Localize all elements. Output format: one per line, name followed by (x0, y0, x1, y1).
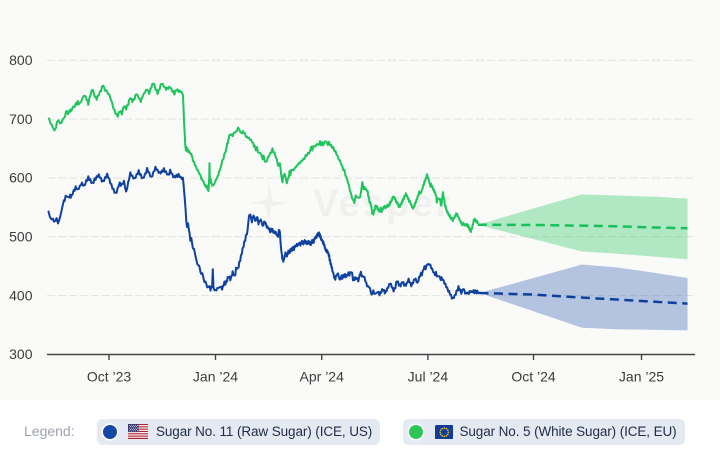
svg-text:Vesper: Vesper (313, 183, 453, 225)
svg-text:500: 500 (9, 229, 33, 245)
svg-text:600: 600 (9, 170, 33, 186)
svg-text:Jan ’25: Jan ’25 (619, 369, 664, 385)
svg-text:Jul ’24: Jul ’24 (408, 369, 449, 385)
svg-text:400: 400 (9, 287, 33, 303)
svg-text:Jan ’24: Jan ’24 (193, 369, 238, 385)
svg-text:300: 300 (9, 346, 33, 362)
svg-text:700: 700 (9, 111, 33, 127)
svg-text:Apr ’24: Apr ’24 (300, 369, 345, 385)
svg-text:Oct ’23: Oct ’23 (87, 369, 132, 385)
svg-text:800: 800 (9, 52, 33, 68)
svg-text:Oct ’24: Oct ’24 (511, 369, 556, 385)
